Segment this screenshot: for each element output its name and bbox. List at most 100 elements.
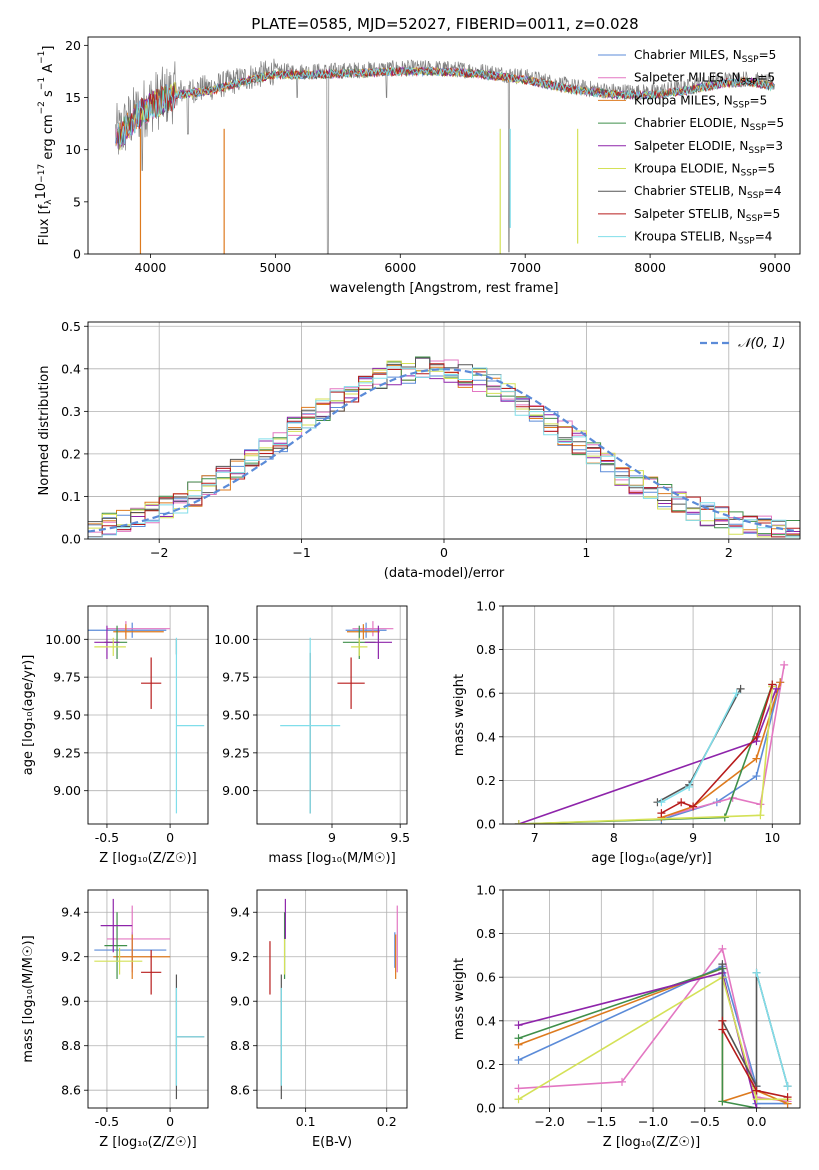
legend-nssp-subscript: SSP xyxy=(746,214,763,224)
x-tick-label: 9 xyxy=(328,830,336,845)
x-tick-label: −1.5 xyxy=(586,1114,616,1129)
weight-marker xyxy=(514,1034,523,1043)
y-tick-label: 0.5 xyxy=(61,319,81,334)
y-axis-label-part: 10 xyxy=(34,183,49,200)
legend-nssp-value: 4 xyxy=(774,184,782,198)
y-axis-label: mass [log₁₀(M/M☉)] xyxy=(21,935,36,1062)
legend-nssp-equals: = xyxy=(755,230,765,244)
legend-entry: Chabrier MILES, NSSP=5 xyxy=(634,48,776,65)
legend-entry: 𝒩(0, 1) xyxy=(738,336,785,351)
axes-frame xyxy=(87,605,209,825)
weight-line-kroupa-stelib xyxy=(755,972,789,1087)
y-axis-label: Normed distribution xyxy=(37,366,52,496)
y-tick-label: 0 xyxy=(73,247,81,262)
weight-marker xyxy=(780,660,789,669)
legend-nssp-subscript: SSP xyxy=(742,55,759,65)
y-tick-label: 9.0 xyxy=(230,994,250,1009)
y-tick-label: 9.00 xyxy=(222,783,250,798)
y-tick-label: 8.8 xyxy=(230,1038,250,1053)
y-axis-label-part: Flux [f xyxy=(37,204,52,245)
y-tick-label: 5 xyxy=(73,194,81,209)
y-axis-label: mass weight xyxy=(452,674,467,756)
y-axis-label: mass weight xyxy=(452,958,467,1040)
legend-entry: Salpeter ELODIE, NSSP=3 xyxy=(634,139,783,156)
legend-nssp-subscript: SSP xyxy=(733,100,750,110)
weight-line-kroupa-miles xyxy=(661,682,781,819)
x-tick-label: 0 xyxy=(440,545,448,560)
y-tick-label: 9.4 xyxy=(61,905,81,920)
y-tick-label: 8.6 xyxy=(230,1083,250,1098)
legend-nssp-prefix: , N xyxy=(733,116,750,130)
y-tick-label: 1.0 xyxy=(476,883,496,898)
legend-entry: Salpeter STELIB, NSSP=5 xyxy=(634,207,780,224)
legend-entry: Chabrier STELIB, NSSP=4 xyxy=(634,184,782,201)
legend-entry: Salpeter MILES, NSSP=5 xyxy=(634,71,775,88)
y-tick-label: 8.8 xyxy=(61,1038,81,1053)
x-tick-label: 8 xyxy=(610,830,618,845)
legend-entry: Kroupa STELIB, NSSP=4 xyxy=(634,230,772,247)
y-tick-label: 0.2 xyxy=(61,446,81,461)
y-tick-label: 0.2 xyxy=(476,1057,496,1072)
y-axis-label-part: −1 xyxy=(37,51,47,64)
figure-title: PLATE=0585, MJD=52027, FIBERID=0011, z=0… xyxy=(251,15,638,33)
y-tick-label: 0.0 xyxy=(476,1101,496,1116)
y-axis-label-part: −1 xyxy=(37,77,47,90)
y-axis-label: age [log₁₀(age/yr)] xyxy=(21,655,36,776)
plot-area xyxy=(514,660,789,824)
weight-marker xyxy=(752,968,761,977)
legend-label: Chabrier MILES xyxy=(634,48,725,62)
y-tick-label: 9.00 xyxy=(53,783,81,798)
x-axis-label: (data-model)/error xyxy=(384,566,505,581)
weight-marker xyxy=(752,732,761,741)
x-axis-label: Z [log₁₀(Z/Z☉)] xyxy=(99,1135,196,1150)
panel-weight-vs-age: 7 8 9 10 0.0 0.2 0.4 0.6 0.8 1.0 age [log₁₀(age/yr… xyxy=(452,599,801,866)
panel-age-vs-Z: -0.5 0 9.00 9.25 9.50 9.75 10.00 Z [log₁₀(Z/Z☉)… xyxy=(21,605,209,866)
legend-nssp-equals: = xyxy=(763,207,773,221)
y-tick-label: 9.50 xyxy=(222,708,250,723)
legend-nssp-value: 5 xyxy=(760,93,768,107)
legend-label: Chabrier ELODIE xyxy=(634,116,733,130)
x-tick-label: −0.5 xyxy=(690,1114,720,1129)
panel-mass-vs-Z: -0.5 0 8.6 8.8 9.0 9.2 9.4 Z [log₁₀(Z/Z☉)] mass … xyxy=(21,889,209,1150)
y-tick-label: 0.8 xyxy=(476,642,496,657)
x-tick-label: 8000 xyxy=(634,260,666,275)
x-tick-label: 0.2 xyxy=(377,1114,397,1129)
legend-nssp-value: 5 xyxy=(777,116,785,130)
axes-frame xyxy=(502,889,801,1109)
x-tick-label: 9000 xyxy=(759,260,791,275)
legend-nssp-subscript: SSP xyxy=(748,146,765,156)
y-tick-label: 9.25 xyxy=(222,745,250,760)
y-tick-label: 10 xyxy=(65,142,81,157)
legend-nssp-equals: = xyxy=(765,139,775,153)
y-tick-label: 9.4 xyxy=(230,905,250,920)
weight-marker xyxy=(718,960,727,969)
weight-marker xyxy=(718,944,727,953)
x-tick-label: 0 xyxy=(166,830,174,845)
y-tick-label: 9.75 xyxy=(53,670,81,685)
legend-nssp-value: 5 xyxy=(767,162,775,176)
weight-line-salpeter-miles xyxy=(661,664,785,819)
weight-marker xyxy=(783,1082,792,1091)
legend-label: Salpeter STELIB xyxy=(634,207,729,221)
panel-mass-vs-ebv: 0.1 0.2 8.6 8.8 9.0 9.2 9.4 E(B-V) xyxy=(230,889,408,1150)
weight-marker xyxy=(514,1021,523,1030)
weight-line-chabrier-elodie xyxy=(518,967,757,1108)
y-axis-label-part: λ xyxy=(44,199,54,205)
weight-marker xyxy=(514,820,523,824)
y-tick-label: 0.4 xyxy=(61,361,81,376)
legend-entry: Kroupa ELODIE, NSSP=5 xyxy=(634,162,775,179)
legend-nssp-equals: = xyxy=(764,184,774,198)
weight-line-kroupa-elodie xyxy=(518,975,788,1101)
weight-marker xyxy=(514,1084,523,1093)
panel-residuals: −2 −1 0 1 2 0.0 0.1 0.2 0.3 0.4 0.5 (data-model)/er… xyxy=(37,319,801,581)
x-tick-label: 5000 xyxy=(259,260,291,275)
y-tick-label: 9.75 xyxy=(222,670,250,685)
y-tick-label: 9.0 xyxy=(61,994,81,1009)
axes-frame xyxy=(87,36,801,255)
x-tick-label: 0.0 xyxy=(747,1114,767,1129)
legend-nssp-subscript: SSP xyxy=(750,123,767,133)
legend-nssp-subscript: SSP xyxy=(747,191,764,201)
plot-area xyxy=(88,621,205,814)
weight-marker xyxy=(718,1016,727,1025)
